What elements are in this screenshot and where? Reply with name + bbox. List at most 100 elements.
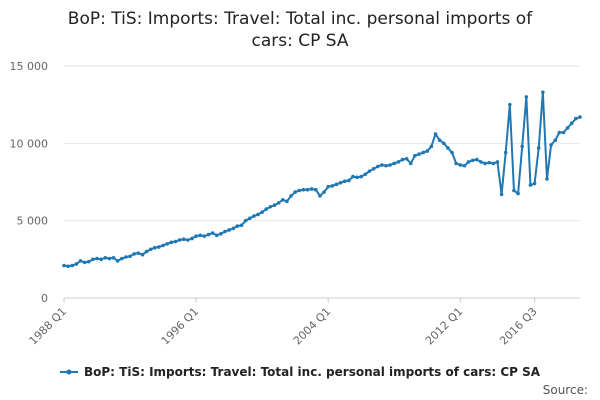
data-point[interactable]	[516, 191, 520, 196]
data-point[interactable]	[483, 161, 487, 166]
data-point[interactable]	[367, 169, 372, 173]
data-point[interactable]	[524, 95, 529, 99]
data-point[interactable]	[557, 130, 562, 135]
data-point[interactable]	[289, 194, 293, 198]
data-point[interactable]	[82, 260, 87, 265]
data-point[interactable]	[532, 181, 537, 186]
data-point[interactable]	[417, 152, 421, 156]
data-point[interactable]	[355, 175, 359, 180]
data-point[interactable]	[153, 245, 157, 250]
data-point[interactable]	[74, 262, 79, 266]
data-point[interactable]	[239, 223, 244, 228]
data-point[interactable]	[553, 138, 558, 143]
data-point[interactable]	[425, 149, 430, 153]
data-point[interactable]	[565, 126, 570, 130]
data-point[interactable]	[227, 228, 231, 232]
data-point[interactable]	[458, 163, 463, 167]
data-point[interactable]	[181, 237, 186, 242]
data-point[interactable]	[194, 234, 198, 238]
data-point[interactable]	[268, 204, 273, 209]
data-point[interactable]	[190, 236, 194, 241]
data-point[interactable]	[359, 174, 364, 179]
data-point[interactable]	[347, 178, 351, 183]
data-point[interactable]	[128, 254, 132, 259]
data-point[interactable]	[95, 256, 99, 261]
data-point[interactable]	[491, 161, 496, 166]
data-point[interactable]	[247, 216, 252, 221]
data-point[interactable]	[351, 174, 355, 179]
data-point[interactable]	[433, 132, 438, 136]
data-point[interactable]	[219, 232, 223, 236]
data-point[interactable]	[124, 255, 128, 259]
data-point[interactable]	[119, 256, 124, 261]
data-point[interactable]	[144, 249, 149, 254]
data-point[interactable]	[280, 197, 285, 202]
data-point[interactable]	[371, 167, 376, 171]
data-point[interactable]	[78, 259, 83, 263]
data-point[interactable]	[512, 188, 516, 193]
data-point[interactable]	[541, 90, 545, 95]
data-point[interactable]	[285, 199, 289, 204]
data-point[interactable]	[62, 263, 66, 268]
data-point[interactable]	[441, 141, 446, 146]
data-point[interactable]	[260, 210, 264, 214]
data-point[interactable]	[520, 144, 525, 149]
data-point[interactable]	[330, 184, 335, 188]
data-point[interactable]	[309, 187, 314, 191]
data-point[interactable]	[569, 121, 574, 126]
data-point[interactable]	[384, 163, 388, 168]
data-point[interactable]	[177, 238, 182, 242]
data-point[interactable]	[466, 160, 471, 164]
data-point[interactable]	[165, 242, 169, 246]
data-point[interactable]	[206, 232, 211, 237]
data-point[interactable]	[446, 146, 450, 150]
data-point[interactable]	[272, 203, 277, 207]
data-point[interactable]	[462, 163, 467, 168]
data-point[interactable]	[198, 233, 203, 238]
data-point[interactable]	[210, 231, 215, 235]
data-point[interactable]	[561, 130, 566, 135]
data-point[interactable]	[363, 172, 368, 177]
data-point[interactable]	[169, 240, 174, 245]
data-point[interactable]	[342, 179, 347, 184]
data-point[interactable]	[413, 153, 417, 158]
data-point[interactable]	[495, 160, 500, 164]
data-point[interactable]	[66, 264, 70, 269]
data-point[interactable]	[334, 182, 339, 187]
data-point[interactable]	[499, 192, 504, 197]
data-point[interactable]	[70, 263, 75, 268]
data-point[interactable]	[396, 160, 401, 164]
data-point[interactable]	[107, 256, 112, 261]
data-point[interactable]	[103, 255, 108, 260]
data-point[interactable]	[536, 146, 541, 150]
legend[interactable]: BoP: TiS: Imports: Travel: Total inc. pe…	[60, 365, 541, 379]
data-point[interactable]	[437, 138, 442, 143]
data-point[interactable]	[223, 229, 227, 234]
data-point[interactable]	[305, 187, 310, 192]
data-point[interactable]	[375, 164, 380, 169]
data-point[interactable]	[264, 207, 269, 211]
data-point[interactable]	[140, 252, 145, 257]
data-point[interactable]	[314, 187, 318, 192]
data-point[interactable]	[231, 226, 236, 231]
data-point[interactable]	[326, 184, 330, 189]
data-point[interactable]	[388, 163, 392, 167]
data-point[interactable]	[157, 245, 161, 249]
data-point[interactable]	[503, 150, 508, 155]
data-point[interactable]	[380, 163, 384, 167]
data-point[interactable]	[528, 183, 533, 187]
data-point[interactable]	[161, 243, 165, 248]
data-point[interactable]	[549, 143, 553, 147]
data-point[interactable]	[578, 115, 582, 119]
data-point[interactable]	[202, 234, 207, 238]
data-point[interactable]	[545, 177, 549, 181]
data-point[interactable]	[429, 144, 434, 149]
data-point[interactable]	[148, 247, 153, 252]
data-point[interactable]	[243, 218, 248, 223]
data-point[interactable]	[479, 160, 483, 164]
data-point[interactable]	[86, 259, 91, 264]
data-point[interactable]	[454, 161, 458, 166]
data-point[interactable]	[186, 238, 190, 242]
data-point[interactable]	[322, 190, 326, 194]
data-point[interactable]	[508, 102, 512, 107]
